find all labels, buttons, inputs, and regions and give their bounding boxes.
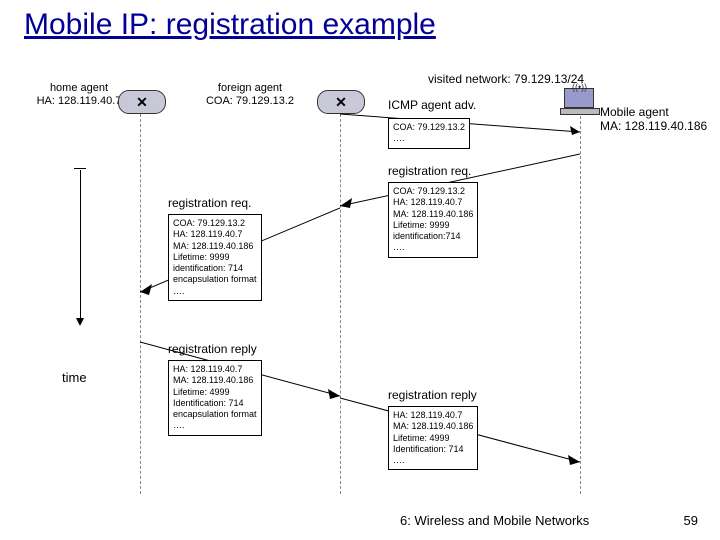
lifeline-ma — [580, 116, 581, 494]
mobile-agent-title: Mobile agent — [600, 105, 710, 119]
mobile-agent-label: Mobile agent MA: 128.119.40.186 — [600, 105, 710, 134]
regreq1-box: COA: 79.129.13.2 HA: 128.119.40.7 MA: 12… — [388, 182, 478, 258]
foreign-agent-title: foreign agent — [190, 82, 310, 95]
regreq2-box: COA: 79.129.13.2 HA: 128.119.40.7 MA: 12… — [168, 214, 262, 301]
icmp-label: ICMP agent adv. — [388, 98, 476, 112]
regreply1-box: HA: 128.119.40.7 MA: 128.119.40.186 Life… — [168, 360, 262, 436]
footer-text: 6: Wireless and Mobile Networks — [400, 513, 589, 528]
regreq2-label: registration req. — [168, 196, 251, 210]
foreign-agent-addr: COA: 79.129.13.2 — [190, 95, 310, 108]
time-arrow-top-tick — [74, 168, 86, 169]
icmp-box: COA: 79.129.13.2 …. — [388, 118, 470, 149]
mobile-agent-addr: MA: 128.119.40.186 — [600, 119, 710, 133]
page-number: 59 — [684, 513, 698, 528]
visited-network-label: visited network: 79.129.13/24 — [428, 72, 584, 86]
regreply1-label: registration reply — [168, 342, 257, 356]
lifeline-ha — [140, 114, 141, 494]
foreign-agent-label: foreign agent COA: 79.129.13.2 — [190, 82, 310, 108]
regreq1-label: registration req. — [388, 164, 471, 178]
page-title: Mobile IP: registration example — [24, 8, 436, 42]
time-arrow-line — [80, 170, 81, 318]
regreply2-box: HA: 128.119.40.7 MA: 128.119.40.186 Life… — [388, 406, 478, 470]
router-icon — [118, 90, 166, 114]
home-agent-title: home agent — [24, 82, 134, 95]
regreply2-label: registration reply — [388, 388, 477, 402]
time-label: time — [62, 370, 87, 386]
time-arrow-head — [76, 318, 84, 326]
